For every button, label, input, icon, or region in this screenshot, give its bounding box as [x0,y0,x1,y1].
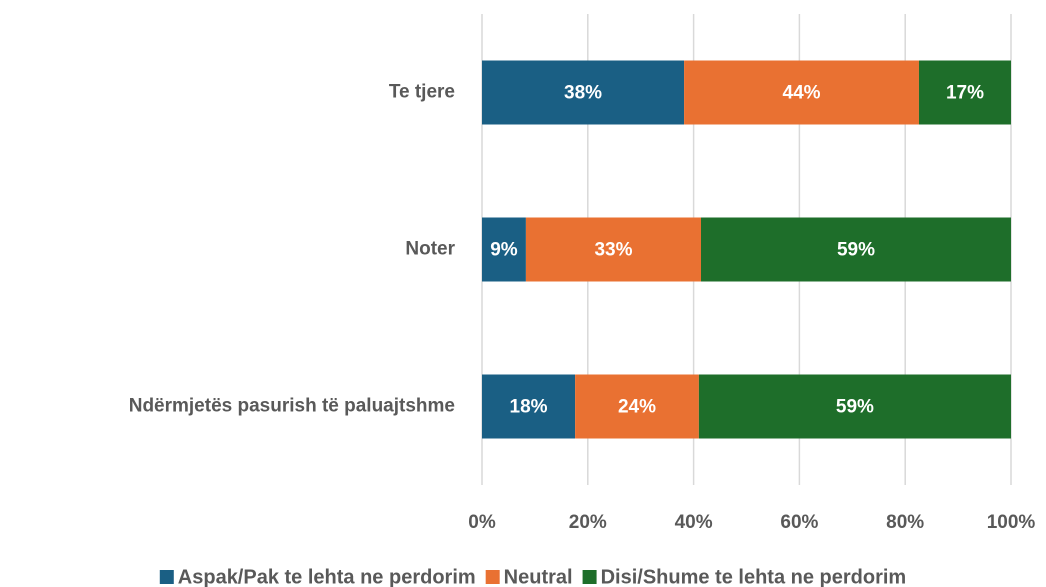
legend-label: Aspak/Pak te lehta ne perdorim [178,566,476,587]
data-label: 24% [618,397,656,418]
data-label: 17% [946,83,984,104]
data-label: 44% [783,83,821,104]
x-tick-label: 0% [468,512,496,533]
bar-segment [482,60,685,125]
bar-segment [525,217,702,282]
category-label: Ndërmjetës pasurish të paluajtshme [129,396,455,417]
data-label: 33% [594,240,632,261]
category-label: Te tjere [389,82,455,103]
x-tick-label: 40% [675,512,713,533]
legend-swatch [159,570,174,584]
bar-segment [684,60,919,125]
x-tick-label: 100% [987,512,1036,533]
legend-swatch [485,570,500,584]
bar-segment [701,217,1011,282]
data-label: 59% [836,397,874,418]
bar-segment [575,374,699,439]
x-tick-label: 20% [569,512,607,533]
x-tick-label: 80% [886,512,924,533]
bar-segment [698,374,1011,439]
legend-label: Disi/Shume te lehta ne perdorim [601,566,907,587]
category-label: Noter [405,239,455,260]
x-tick-label: 60% [780,512,818,533]
bar-segment [482,217,526,282]
legend-swatch [582,570,597,584]
data-label: 18% [510,397,548,418]
data-label: 9% [490,240,518,261]
data-label: 38% [564,83,602,104]
bar-segment [918,60,1011,125]
legend-label: Neutral [504,566,573,587]
data-label: 59% [837,240,875,261]
bar-segment [482,374,576,439]
